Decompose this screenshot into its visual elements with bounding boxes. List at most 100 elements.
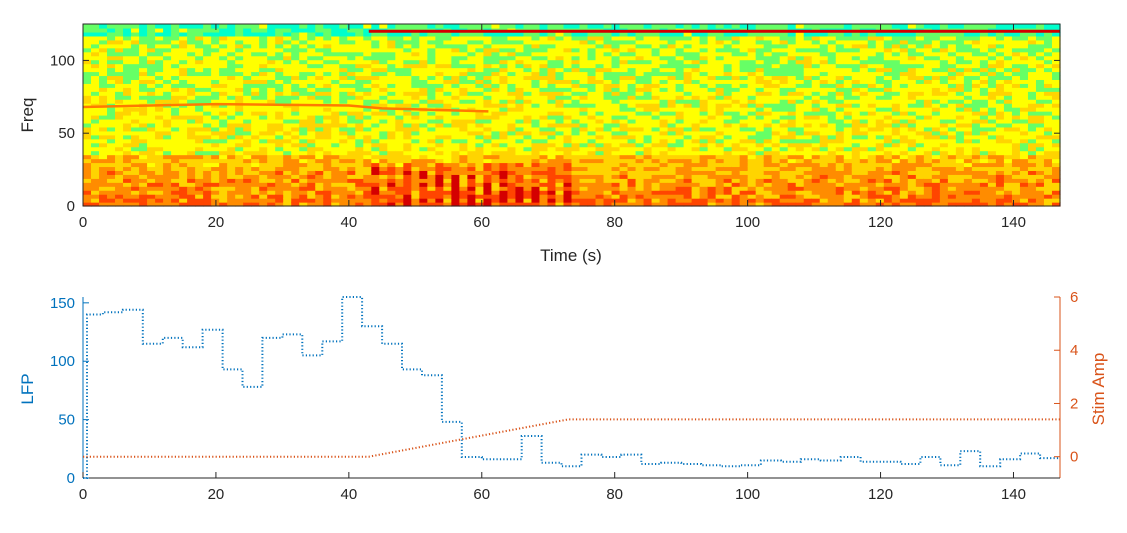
spectrogram-cell (379, 150, 388, 156)
spectrogram-cell (99, 31, 108, 37)
spectrogram-cell (235, 51, 244, 57)
spectrogram-cell (427, 55, 436, 61)
spectrogram-cell (491, 170, 501, 175)
spectrogram-cell (507, 24, 517, 29)
spectrogram-cell (859, 103, 869, 108)
spectrogram-cell (443, 43, 452, 49)
spectrogram-cell (451, 24, 460, 29)
spectrogram-cell (283, 71, 292, 77)
spectrogram-cell (915, 71, 925, 77)
spectrogram-cell (595, 71, 605, 77)
spectrogram-cell (531, 95, 541, 100)
spectrogram-cell (155, 154, 164, 160)
spectrogram-cell (739, 134, 749, 140)
spectrogram-cell (139, 130, 148, 136)
spectrogram-cell (179, 39, 188, 45)
spectrogram-cell (323, 115, 332, 120)
spectrogram-cell (267, 166, 276, 171)
spectrogram-cell (619, 91, 629, 96)
spectrogram-cell (555, 166, 565, 171)
spectrogram-cell (291, 158, 300, 164)
spectrogram-cell (883, 51, 893, 57)
spectrogram-cell (811, 115, 821, 120)
spectrogram-cell (483, 198, 493, 203)
spectrogram-cell (771, 83, 781, 88)
spectrogram-cell (211, 91, 220, 96)
spectrogram-cell (499, 71, 509, 77)
spectrogram-cell (131, 67, 140, 73)
spectrogram-cell (707, 24, 717, 29)
spectrogram-cell (371, 99, 380, 104)
spectrogram-cell (579, 118, 589, 124)
spectrogram-cell (499, 126, 509, 132)
spectrogram-cell (467, 166, 476, 171)
spectrogram-cell (195, 99, 204, 104)
spectrogram-cell (819, 170, 829, 175)
spectrogram-cell (539, 83, 549, 88)
spectrogram-cell (299, 31, 308, 37)
spectrogram-cell (147, 122, 156, 128)
spectrogram-cell (603, 194, 613, 199)
spectrogram-cell (123, 59, 132, 65)
spectrogram-cell (835, 194, 845, 199)
spectrogram-cell (819, 182, 829, 187)
spectrogram-cell (779, 186, 789, 191)
spectrogram-cell (179, 142, 188, 148)
spectrogram-cell (619, 63, 629, 69)
spectrogram-cell (275, 75, 284, 80)
spectrogram-cell (587, 31, 597, 37)
spectrogram-cell (867, 198, 877, 203)
spectrogram-cell (419, 31, 428, 37)
spectrogram-cell (235, 111, 244, 116)
spectrogram-cell (651, 115, 661, 120)
spectrogram-cell (435, 130, 444, 136)
spectrogram-cell (651, 71, 661, 77)
spectrogram-cell (459, 134, 468, 140)
spectrogram-cell (131, 178, 140, 183)
spectrogram-cell (779, 134, 789, 140)
spectrogram-cell (443, 103, 452, 108)
spectrogram-cell (395, 67, 404, 73)
spectrogram-cell (739, 130, 749, 136)
spectrogram-cell (115, 126, 124, 132)
spectrogram-cell (227, 99, 236, 104)
spectrogram-cell (931, 83, 941, 88)
spectrogram-cell (131, 39, 140, 45)
spectrogram-cell (451, 39, 460, 45)
spectrogram-cell (675, 130, 685, 136)
spectrogram-cell (211, 134, 220, 140)
spectrogram-cell (651, 150, 661, 156)
spectrogram-cell (891, 59, 901, 65)
spectrogram-cell (203, 43, 212, 49)
spectrogram-cell (507, 83, 517, 88)
spectrogram-cell (923, 31, 933, 37)
spectrogram-cell (499, 55, 509, 61)
spectrogram-cell (731, 99, 741, 104)
spectrogram-cell (563, 35, 573, 41)
spectrogram-cell (379, 31, 388, 37)
spectrogram-cell (867, 162, 877, 168)
spectrogram-cell (507, 71, 517, 77)
spectrogram-cell (907, 51, 917, 57)
spectrogram-cell (339, 154, 348, 160)
spectrogram-cell (843, 35, 853, 41)
spectrogram-cell (219, 55, 228, 61)
spectrogram-cell (739, 55, 749, 61)
spectrogram-cell (243, 63, 252, 69)
spectrogram-cell (931, 75, 941, 80)
spectrogram-cell (267, 194, 276, 199)
spectrogram-cell (459, 24, 468, 29)
spectrogram-cell (379, 170, 388, 175)
spectrogram-cell (339, 27, 348, 33)
spectrogram-cell (819, 142, 829, 148)
spectrogram-cell (595, 63, 605, 69)
spectrogram-cell (931, 126, 941, 132)
spectrogram-cell (939, 35, 949, 41)
spectrogram-cell (843, 83, 853, 88)
spectrogram-cell (155, 39, 164, 45)
spectrogram-cell (451, 55, 460, 61)
spectrogram-cell (395, 178, 404, 183)
spectrogram-cell (435, 35, 444, 41)
spectrogram-cell (723, 166, 733, 171)
spectrogram-cell (123, 91, 132, 96)
